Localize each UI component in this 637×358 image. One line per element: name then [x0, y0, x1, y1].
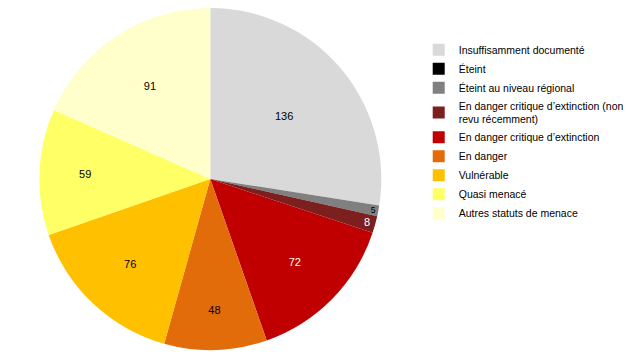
svg-text:59: 59 [79, 168, 91, 180]
svg-text:Quasi menacé: Quasi menacé [459, 188, 527, 200]
svg-text:76: 76 [124, 258, 136, 270]
svg-text:En danger critique d’extinctio: En danger critique d’extinction (nonrevu… [459, 100, 624, 126]
svg-text:Vulnérable: Vulnérable [459, 169, 509, 181]
svg-text:Éteint au niveau régional: Éteint au niveau régional [459, 82, 575, 94]
svg-text:72: 72 [289, 256, 301, 268]
svg-text:8: 8 [364, 216, 370, 228]
svg-text:5: 5 [371, 205, 376, 215]
svg-text:Insuffisamment documenté: Insuffisamment documenté [459, 44, 585, 56]
svg-text:136: 136 [275, 110, 293, 122]
svg-text:Autres statuts de menace: Autres statuts de menace [459, 207, 578, 219]
svg-text:48: 48 [208, 304, 220, 316]
svg-text:En danger: En danger [459, 150, 508, 162]
svg-text:En danger critique d’extinctio: En danger critique d’extinction [459, 131, 600, 143]
svg-text:Éteint: Éteint [459, 63, 486, 75]
svg-text:91: 91 [144, 80, 156, 92]
